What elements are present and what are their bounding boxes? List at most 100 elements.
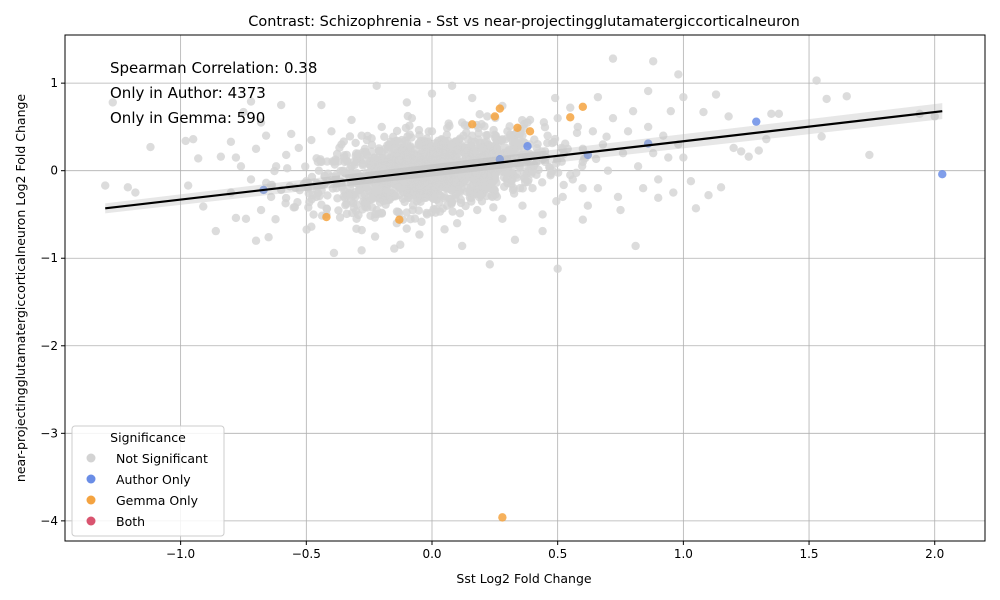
- legend-label-gemma-only: Gemma Only: [116, 493, 199, 508]
- point-not-significant: [573, 122, 582, 132]
- point-not-significant: [628, 106, 638, 116]
- point-not-significant: [716, 183, 726, 192]
- cloud-point: [394, 183, 404, 192]
- cloud-point: [515, 163, 524, 172]
- point-not-significant: [256, 205, 266, 215]
- cloud-point: [481, 181, 490, 191]
- cloud-point: [402, 224, 411, 233]
- point-not-significant: [372, 205, 381, 215]
- point-not-significant: [412, 197, 422, 206]
- legend-label-not-significant: Not Significant: [116, 451, 208, 466]
- point-not-significant: [422, 210, 432, 219]
- point-not-significant: [417, 148, 427, 158]
- x-tick-label: 1.5: [799, 547, 818, 561]
- point-not-significant: [812, 76, 821, 85]
- cloud-point: [357, 225, 366, 235]
- point-not-significant: [578, 157, 588, 167]
- cloud-point: [537, 178, 547, 187]
- point-gemma-only: [498, 513, 507, 522]
- point-not-significant: [266, 192, 276, 202]
- cloud-point: [351, 138, 360, 148]
- point-not-significant: [307, 222, 316, 231]
- annotation-spearman: Spearman Correlation: 0.38: [110, 59, 317, 77]
- x-tick-label: 2.0: [925, 547, 944, 561]
- point-not-significant: [528, 184, 537, 193]
- cloud-point: [333, 194, 342, 203]
- point-not-significant: [633, 162, 643, 171]
- point-not-significant: [613, 192, 623, 202]
- point-not-significant: [287, 129, 296, 139]
- legend-title: Significance: [110, 430, 186, 445]
- point-not-significant: [317, 100, 326, 110]
- point-not-significant: [538, 226, 547, 236]
- cloud-point: [475, 110, 484, 119]
- point-not-significant: [465, 188, 474, 197]
- point-not-significant: [440, 225, 449, 234]
- legend-marker-not-significant: [86, 453, 96, 463]
- point-not-significant: [251, 144, 261, 154]
- point-not-significant: [578, 215, 588, 224]
- cloud-point: [552, 197, 561, 206]
- y-tick-label: −2: [40, 339, 58, 353]
- point-not-significant: [704, 191, 713, 200]
- point-not-significant: [241, 214, 251, 224]
- cloud-point: [463, 147, 472, 156]
- point-not-significant: [643, 122, 653, 132]
- cloud-point: [503, 148, 513, 157]
- point-not-significant: [648, 148, 658, 158]
- x-axis-ticks: −1.0 −0.5 0.0 0.5 1.0 1.5 2.0: [166, 541, 944, 561]
- cloud-point: [539, 118, 549, 127]
- point-not-significant: [593, 184, 603, 193]
- regression-line-stroke: [105, 110, 943, 210]
- cloud-point: [405, 130, 414, 139]
- point-not-significant: [329, 248, 339, 258]
- point-not-significant: [181, 136, 190, 146]
- point-not-significant: [510, 235, 520, 245]
- point-not-significant: [317, 157, 326, 167]
- point-not-significant: [762, 134, 771, 144]
- point-not-significant: [364, 192, 374, 202]
- cloud-point: [444, 119, 453, 128]
- point-not-significant: [108, 98, 117, 107]
- point-not-significant: [452, 148, 462, 158]
- point-not-significant: [603, 166, 613, 175]
- cloud-point: [591, 154, 601, 164]
- point-not-significant: [194, 154, 203, 163]
- point-not-significant: [457, 118, 467, 127]
- cloud-point: [367, 140, 377, 150]
- y-tick-label: 0: [50, 164, 58, 178]
- point-author-only: [752, 117, 761, 126]
- legend-marker-both: [86, 516, 96, 526]
- cloud-point: [438, 148, 447, 158]
- point-not-significant: [457, 241, 467, 251]
- cloud-point: [417, 217, 426, 227]
- cloud-point: [507, 169, 517, 178]
- point-not-significant: [518, 201, 527, 210]
- cloud-point: [508, 185, 518, 195]
- point-gemma-only: [578, 102, 588, 111]
- point-not-significant: [528, 166, 537, 175]
- cloud-point: [341, 168, 350, 178]
- cloud-point: [366, 161, 376, 170]
- point-not-significant: [578, 144, 588, 154]
- point-not-significant: [686, 176, 696, 186]
- cloud-point: [436, 173, 446, 182]
- y-tick-label: −1: [40, 251, 58, 265]
- cloud-point: [317, 200, 326, 209]
- point-not-significant: [485, 260, 495, 269]
- point-not-significant: [513, 140, 522, 149]
- cloud-point: [484, 149, 493, 158]
- point-not-significant: [226, 137, 236, 147]
- point-not-significant: [608, 54, 618, 63]
- point-not-significant: [659, 131, 668, 140]
- point-not-significant: [674, 70, 683, 79]
- point-not-significant: [553, 264, 562, 273]
- point-not-significant: [447, 81, 457, 90]
- point-not-significant: [264, 233, 273, 242]
- point-not-significant: [407, 113, 417, 123]
- cloud-point: [371, 166, 380, 176]
- cloud-point: [360, 144, 370, 154]
- cloud-point: [411, 145, 420, 154]
- cloud-point: [309, 210, 318, 219]
- x-tick-label: 1.0: [674, 547, 693, 561]
